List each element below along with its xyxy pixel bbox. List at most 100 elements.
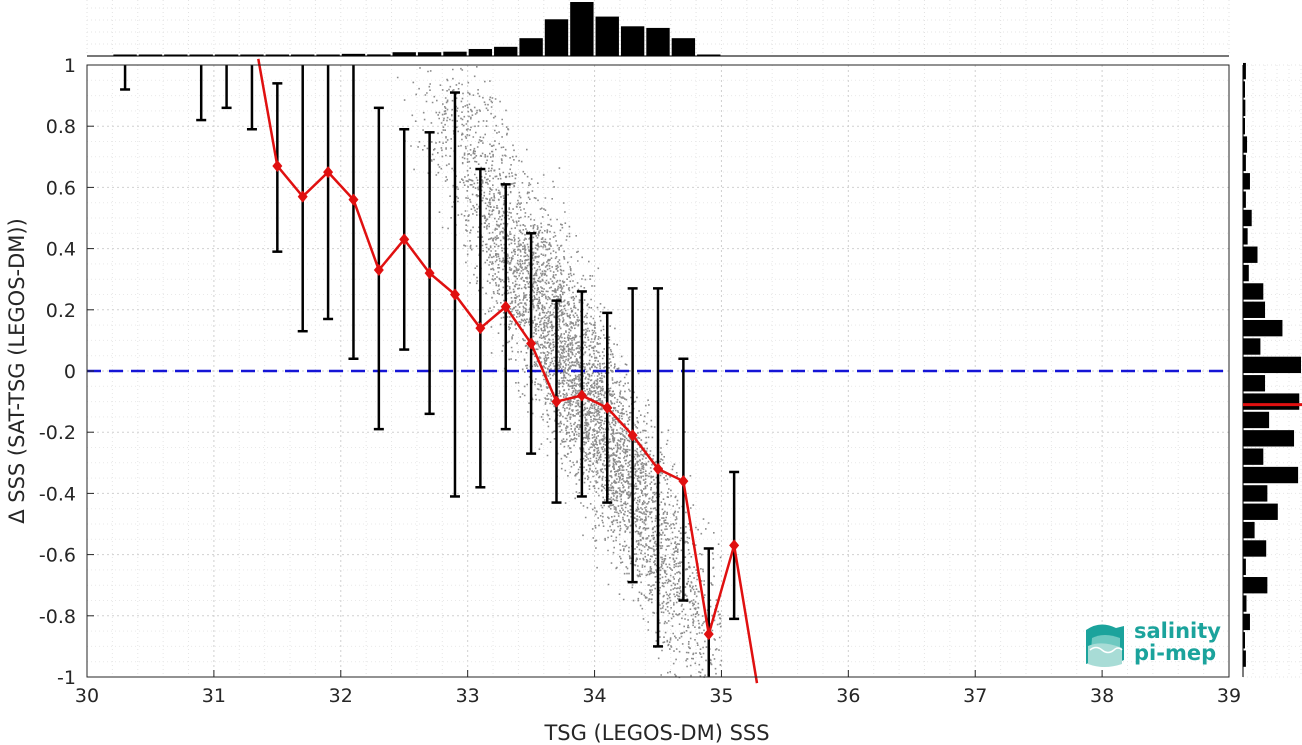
median-marker: [424, 267, 435, 280]
top-histogram-bar: [164, 54, 188, 56]
right-histogram-bar: [1243, 246, 1258, 263]
right-histogram-bar: [1243, 209, 1252, 227]
median-marker: [272, 159, 283, 172]
y-tick-label: 0.6: [46, 177, 76, 199]
y-axis-label: Δ SSS (SAT-TSG (LEGOS-DM)): [5, 218, 29, 524]
median-series: [257, 58, 759, 684]
right-histogram-bar: [1243, 595, 1247, 612]
top-histogram-bar: [697, 54, 721, 56]
right-histogram-bar: [1243, 393, 1300, 410]
top-histogram-bar: [189, 54, 213, 56]
right-histogram-bar: [1243, 338, 1261, 355]
wave-book-icon: [1086, 624, 1124, 667]
right-histogram-bar: [1243, 191, 1246, 208]
x-tick-labels: 30 31 32 33 34 35 36 37 38 39: [75, 670, 1241, 707]
right-histogram-bar: [1243, 356, 1301, 374]
right-histogram-bar: [1243, 173, 1250, 190]
x-tick-label: 39: [1217, 685, 1241, 707]
right-histogram-bar: [1243, 540, 1267, 557]
top-histogram-bar: [265, 54, 290, 56]
median-line-extension: [732, 545, 759, 684]
median-marker: [475, 322, 486, 335]
right-histogram-bar: [1243, 62, 1246, 80]
median-marker: [373, 264, 384, 277]
median-marker: [323, 166, 334, 179]
top-histogram-bar: [570, 2, 594, 56]
median-marker: [500, 300, 511, 313]
top-histogram-bar: [138, 54, 163, 56]
top-histogram-bar: [519, 38, 543, 56]
top-histogram-bar: [595, 16, 619, 56]
y-tick-label: 0: [64, 361, 76, 383]
y-tick-label: 1: [64, 55, 76, 77]
right-histogram-bar: [1243, 558, 1246, 576]
y-tick-label: 0.8: [46, 116, 76, 138]
right-histogram-bar: [1243, 577, 1268, 594]
right-histogram-bar: [1243, 301, 1266, 318]
right-histogram-bar: [1243, 154, 1246, 172]
x-tick-label: 36: [836, 685, 860, 707]
top-histogram: [87, 2, 1229, 57]
top-histogram-bar: [417, 52, 442, 56]
y-tick-labels: -1 -0.8 -0.6 -0.4 -0.2 0 0.2 0.4 0.6 0.8 1: [39, 55, 94, 689]
top-histogram-bar: [494, 46, 518, 56]
x-tick-label: 35: [709, 685, 733, 707]
median-marker: [729, 539, 740, 552]
median-marker: [449, 288, 460, 301]
y-tick-label: 0.4: [46, 239, 76, 261]
right-histogram-bar: [1243, 650, 1246, 667]
right-histogram-bar: [1243, 375, 1266, 392]
median-marker: [703, 628, 714, 641]
top-histogram-bar: [341, 53, 366, 56]
y-tick-label: -0.4: [39, 483, 76, 505]
right-histogram-bar: [1243, 283, 1264, 300]
top-histogram-bar: [468, 48, 493, 56]
top-histogram-bar: [443, 51, 467, 56]
right-histogram-bar: [1243, 485, 1268, 502]
right-histogram-bar: [1243, 81, 1245, 98]
right-histogram-bar: [1243, 521, 1255, 539]
median-marker: [678, 475, 689, 488]
x-tick-label: 30: [75, 685, 99, 707]
x-tick-label: 37: [963, 685, 987, 707]
median-marker: [348, 193, 359, 206]
right-histogram-bar: [1243, 632, 1245, 649]
right-histogram-bar: [1243, 264, 1249, 282]
top-histogram-bar: [113, 54, 137, 56]
right-histogram-bar: [1243, 503, 1278, 520]
top-histogram-bar: [367, 54, 391, 56]
median-marker: [551, 395, 562, 408]
right-histogram-bar: [1243, 136, 1248, 153]
median-marker: [602, 401, 613, 414]
y-tick-label: -1: [57, 667, 76, 689]
x-tick-label: 32: [329, 685, 353, 707]
right-histogram-bar: [1243, 411, 1270, 429]
right-histogram-bar: [1243, 99, 1246, 117]
median-marker: [297, 190, 308, 203]
top-histogram-bar: [291, 54, 315, 56]
right-histogram-bar: [1243, 430, 1295, 447]
right-histogram: [1242, 62, 1302, 677]
right-histogram-bar: [1243, 466, 1299, 484]
logo-line2: pi-mep: [1134, 641, 1216, 665]
x-tick-label: 38: [1090, 685, 1114, 707]
top-histogram-bar: [392, 52, 416, 56]
right-histogram-bar: [1243, 319, 1283, 337]
top-histogram-bar: [214, 54, 239, 56]
x-tick-label: 34: [582, 685, 606, 707]
right-histogram-bar: [1243, 228, 1248, 245]
right-histogram-bar: [1243, 613, 1250, 631]
y-tick-label: -0.6: [39, 545, 76, 567]
salinity-pi-mep-logo: salinity pi-mep: [1086, 619, 1221, 667]
y-tick-label: -0.2: [39, 422, 76, 444]
top-histogram-bar: [316, 54, 340, 56]
top-histogram-bar: [544, 19, 569, 57]
top-histogram-bar: [240, 54, 264, 56]
y-tick-label: -0.8: [39, 606, 76, 628]
median-line-extension: [257, 58, 279, 167]
x-axis-label: TSG (LEGOS-DM) SSS: [543, 721, 769, 745]
y-tick-label: 0.2: [46, 300, 76, 322]
top-histogram-grid: [86, 0, 1230, 56]
median-marker: [653, 462, 663, 475]
